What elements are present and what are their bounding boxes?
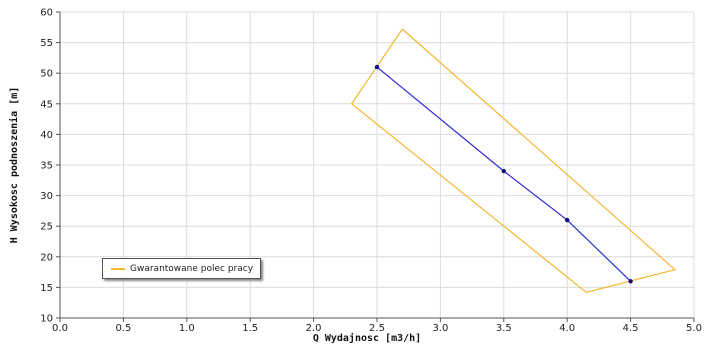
x-tick-label: 0.0 (52, 323, 68, 334)
y-tick-label: 45 (40, 99, 53, 110)
y-tick-label: 15 (40, 283, 53, 294)
x-tick-label: 1.0 (179, 323, 195, 334)
y-axis-title: H Wysokosc podnoszenia [m] (8, 87, 20, 244)
x-tick-label: 1.5 (242, 323, 258, 334)
y-tick-label: 10 (40, 314, 53, 325)
data-point (628, 279, 633, 284)
y-tick-label: 25 (40, 222, 53, 233)
x-tick-label: 3.0 (432, 323, 448, 334)
x-tick-label: 2.5 (369, 323, 385, 334)
legend-label: Gwarantowane polec pracy (130, 263, 254, 274)
x-tick-label: 0.5 (115, 323, 131, 334)
series-line-0 (350, 28, 677, 293)
x-tick-label: 4.5 (623, 323, 639, 334)
y-tick-label: 20 (40, 252, 53, 263)
y-tick-label: 60 (40, 8, 53, 19)
data-point (565, 217, 570, 223)
x-tick-label: 5.0 (686, 323, 702, 334)
series-layer (350, 28, 677, 293)
x-tick-label: 3.5 (496, 323, 512, 334)
legend: Gwarantowane polec pracy (102, 258, 261, 279)
y-tick-label: 40 (40, 130, 53, 141)
y-tick-label: 50 (40, 69, 53, 80)
x-axis-title: Q Wydajnosc [m3/h] (313, 332, 421, 344)
x-tick-label: 2.0 (306, 323, 322, 334)
data-point (501, 168, 506, 174)
series-line-1 (376, 66, 632, 282)
axes (56, 11, 695, 322)
y-tick-label: 55 (40, 38, 53, 49)
data-point (374, 64, 380, 70)
x-tick-label: 4.0 (559, 323, 575, 334)
tick-labels: 0.0 0.5 1.0 1.5 2.0 2.5 3.0 3.5 4.0 4.5 5.0 10 15 20 2… (40, 8, 702, 335)
y-tick-label: 30 (40, 191, 53, 202)
legend-swatch (111, 267, 125, 270)
y-tick-label: 35 (40, 161, 53, 172)
